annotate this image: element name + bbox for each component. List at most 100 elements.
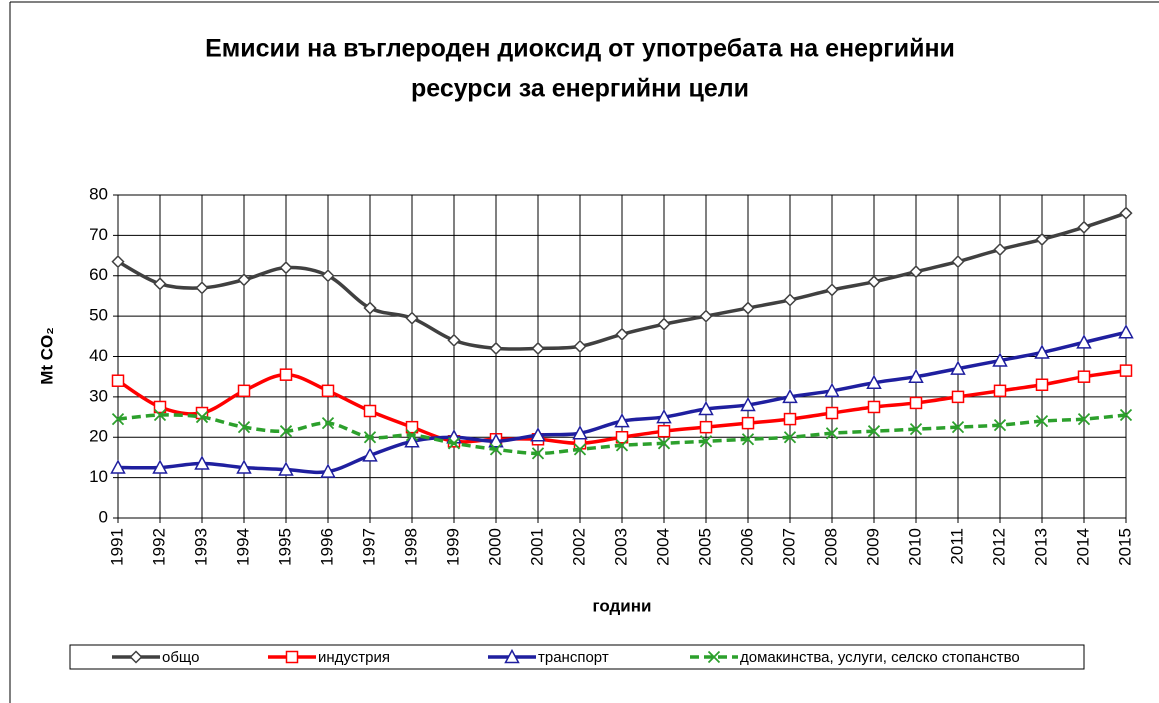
x-tick-label: 2006 [737,528,756,566]
marker [699,309,713,323]
marker [1077,370,1091,383]
marker [111,412,125,426]
marker [405,311,419,325]
marker [699,420,713,434]
marker [825,427,839,440]
x-tick-label: 1998 [401,528,420,566]
marker [530,427,546,442]
x-axis-label: години [593,596,652,615]
marker [279,368,293,381]
marker [488,433,504,448]
marker [1077,412,1091,426]
marker [237,421,251,434]
marker [1077,220,1091,234]
marker [783,412,797,426]
marker [1035,414,1049,428]
y-tick-label: 60 [89,265,108,284]
marker [153,400,167,414]
x-tick-label: 2003 [611,528,630,566]
marker [615,327,629,341]
y-tick-label: 20 [89,427,108,446]
marker [572,425,588,440]
marker [237,384,251,398]
marker [153,408,167,422]
marker [993,242,1007,257]
marker [825,406,839,420]
marker [615,439,629,452]
y-tick-label: 10 [89,467,108,486]
marker [825,283,839,297]
marker [782,388,798,404]
marker [111,255,125,269]
marker [615,431,629,444]
marker [404,433,420,448]
marker [951,255,965,269]
marker [866,374,882,389]
marker [237,273,251,287]
marker [993,384,1007,398]
marker [320,463,336,478]
marker [1035,232,1049,246]
marker [153,277,167,291]
marker [363,404,377,418]
marker [531,341,545,355]
marker [909,265,923,279]
marker [447,333,461,347]
y-tick-label: 70 [89,225,108,244]
marker [285,650,299,664]
marker [489,341,503,355]
marker [707,650,721,664]
marker [129,650,143,664]
y-axis-label: Mt CO₂ [37,327,56,385]
marker [1118,324,1134,339]
marker [279,261,293,275]
marker [363,301,377,315]
marker [236,459,252,474]
legend-label: домакинства, услуги, селско стопанство [740,649,1020,666]
y-tick-label: 50 [89,306,108,325]
y-tick-label: 0 [99,507,108,526]
x-tick-label: 1999 [443,528,462,566]
marker [951,390,965,404]
marker [1119,408,1133,422]
x-tick-label: 2008 [821,528,840,566]
marker [867,400,881,414]
marker [278,461,294,476]
x-tick-label: 2005 [695,528,714,566]
x-tick-label: 2000 [485,528,504,566]
y-tick-label: 80 [89,184,108,203]
marker [909,396,923,410]
marker [824,382,840,398]
marker [1119,364,1133,377]
marker [489,443,503,456]
x-tick-label: 2001 [527,528,546,566]
marker [992,352,1008,367]
chart-title: ресурси за енергийни цели [411,75,749,103]
marker [867,425,881,438]
marker [195,281,209,295]
marker [152,459,168,474]
marker [573,339,587,353]
x-tick-label: 1992 [149,528,168,566]
x-tick-label: 1993 [191,528,210,566]
marker [783,293,797,307]
x-tick-label: 1994 [233,528,252,566]
marker [1035,378,1049,392]
y-tick-label: 40 [89,346,108,365]
y-tick-label: 30 [89,386,108,405]
marker [909,423,923,436]
legend-label: общо [162,649,199,666]
marker [656,408,672,424]
marker [657,424,671,438]
x-tick-label: 2004 [653,528,672,566]
marker [783,431,797,444]
marker [908,368,924,383]
marker [362,447,378,462]
marker [657,317,671,331]
marker [321,269,335,283]
marker [740,396,756,412]
x-tick-label: 2015 [1115,528,1134,566]
marker [1076,334,1092,349]
marker [614,413,630,428]
x-tick-label: 2002 [569,528,588,566]
